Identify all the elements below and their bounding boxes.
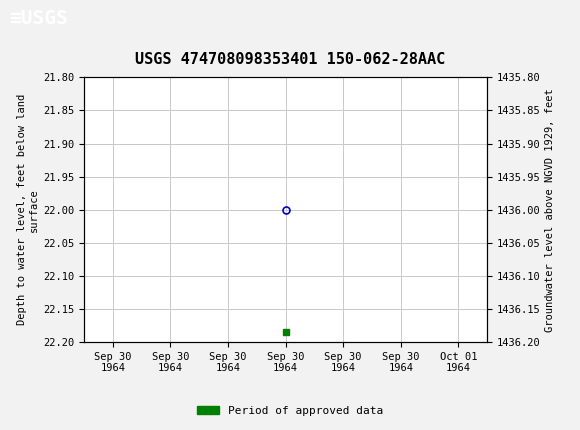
Y-axis label: Groundwater level above NGVD 1929, feet: Groundwater level above NGVD 1929, feet — [545, 88, 555, 332]
Y-axis label: Depth to water level, feet below land
surface: Depth to water level, feet below land su… — [17, 94, 39, 325]
Text: USGS 474708098353401 150-062-28AAC: USGS 474708098353401 150-062-28AAC — [135, 52, 445, 67]
Legend: Period of approved data: Period of approved data — [193, 401, 387, 420]
Text: ≡USGS: ≡USGS — [9, 9, 67, 28]
